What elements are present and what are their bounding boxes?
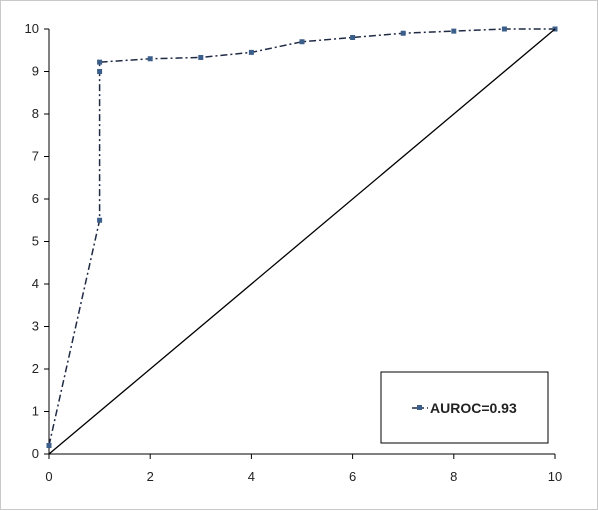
roc-data-point [299, 39, 305, 45]
roc-data-point [350, 35, 356, 40]
series-layer [46, 26, 558, 455]
y-tick-label: 4 [32, 276, 39, 291]
y-tick-label: 1 [32, 404, 39, 419]
x-tick-label: 4 [248, 469, 255, 484]
axes [44, 28, 556, 459]
legend: AUROC=0.93 [380, 371, 549, 444]
reference-diagonal-line [48, 28, 556, 455]
roc-data-point [97, 69, 103, 74]
roc-data-point [501, 26, 507, 32]
y-tick-label: 9 [32, 64, 39, 79]
roc-data-point [97, 59, 103, 65]
y-tick-label: 10 [25, 21, 39, 36]
legend-box [380, 371, 549, 444]
roc-data-point [400, 30, 406, 36]
y-tick-label: 7 [32, 149, 39, 164]
y-tick-label: 2 [32, 361, 39, 376]
legend-label: AUROC=0.93 [430, 400, 517, 416]
x-tick-label: 0 [45, 469, 52, 484]
roc-data-point [248, 49, 254, 55]
tick-labels: 0 1 2 3 4 5 6 7 8 9 10 0 2 4 6 8 10 [25, 21, 563, 484]
roc-data-point [46, 443, 52, 448]
roc-data-point [198, 54, 204, 60]
y-tick-label: 8 [32, 106, 39, 121]
legend-marker [417, 405, 422, 410]
x-tick-label: 2 [147, 469, 154, 484]
x-tick-label: 8 [450, 469, 457, 484]
y-tick-label: 5 [32, 234, 39, 249]
roc-data-point [451, 28, 457, 34]
y-tick-label: 6 [32, 191, 39, 206]
y-tick-label: 3 [32, 319, 39, 334]
y-tick-label: 0 [32, 446, 39, 461]
roc-data-point [147, 56, 153, 62]
roc-data-point [97, 217, 103, 223]
x-tick-label: 10 [548, 469, 562, 484]
x-tick-label: 6 [349, 469, 356, 484]
